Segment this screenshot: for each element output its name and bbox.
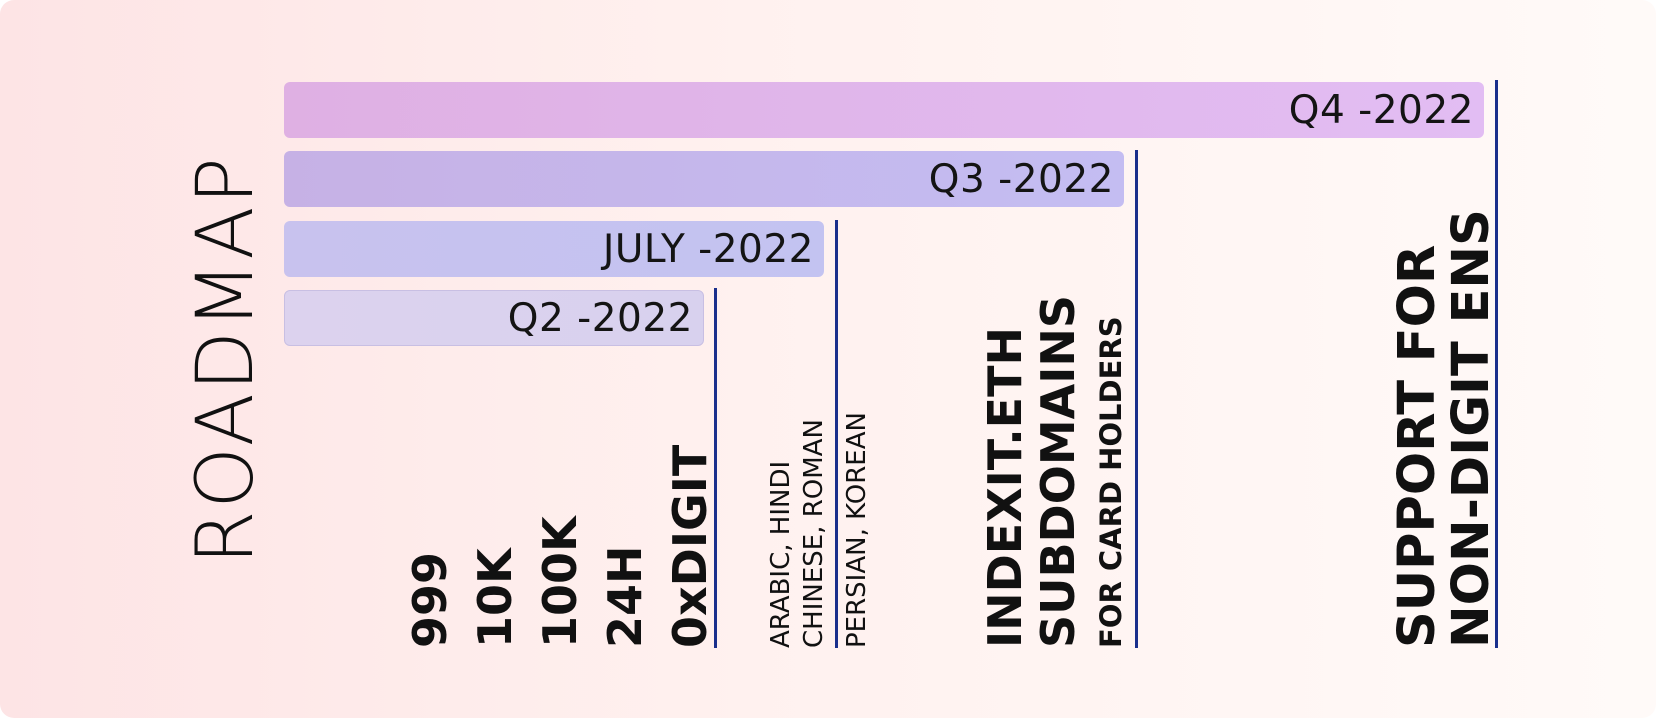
milestone-marker-july: [835, 220, 838, 648]
feature-q2-999: 999: [403, 551, 457, 648]
milestone-bar-july: JULY -2022: [284, 221, 824, 277]
milestone-label-q2: Q2 -2022: [507, 295, 693, 341]
milestone-marker-q4: [1495, 80, 1498, 648]
feature-q2-100k: 100K: [533, 516, 587, 648]
milestone-bar-q2: Q2 -2022: [284, 290, 704, 346]
feature-q4-non-digit-ens: NON-DIGIT ENS: [1442, 209, 1501, 648]
feature-july-persian-korean: PERSIAN, KOREAN: [842, 412, 872, 648]
milestone-label-q4: Q4 -2022: [1288, 87, 1474, 133]
roadmap-title: ROADMAP: [181, 155, 271, 565]
milestone-bar-q3: Q3 -2022: [284, 151, 1124, 207]
milestone-label-q3: Q3 -2022: [928, 156, 1114, 202]
feature-q3-subdomains: SUBDOMAINS: [1031, 295, 1085, 648]
milestone-bar-q4: Q4 -2022: [284, 82, 1484, 138]
feature-july-chinese-roman: CHINESE, ROMAN: [799, 419, 829, 648]
feature-q3-indexit: INDEXIT.ETH: [978, 327, 1032, 648]
feature-q2-24h: 24H: [598, 545, 652, 648]
feature-q2-0xdigit: 0xDIGIT: [663, 444, 717, 648]
feature-july-arabic-hindi: ARABIC, HINDI: [766, 460, 796, 648]
milestone-marker-q2: [714, 288, 717, 648]
feature-q4-support-for: SUPPORT FOR: [1388, 244, 1447, 648]
feature-q3-card-holders: FOR CARD HOLDERS: [1094, 316, 1128, 648]
feature-q2-10k: 10K: [468, 548, 522, 648]
milestone-label-july: JULY -2022: [602, 226, 814, 272]
milestone-marker-q3: [1135, 150, 1138, 648]
